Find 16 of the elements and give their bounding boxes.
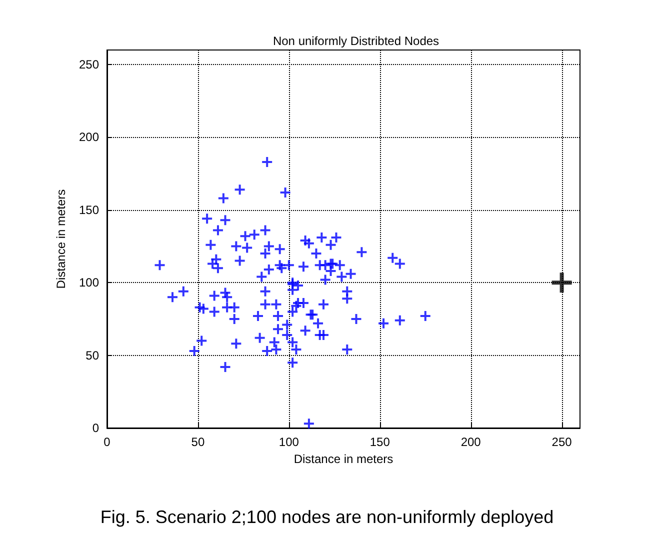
y-tick-label: 200	[78, 130, 100, 144]
y-tick-label: 50	[86, 348, 100, 362]
y-tick-label: 150	[78, 202, 100, 217]
y-tick-label: 250	[78, 58, 100, 72]
x-tick-label: 200	[460, 435, 482, 449]
x-tick-label: 150	[370, 435, 390, 449]
y-tick-label: 0	[92, 421, 100, 435]
x-tick-label: 250	[552, 435, 572, 449]
x-tick-label: 50	[191, 435, 205, 449]
y-axis-title: Distance in meters	[54, 189, 68, 289]
x-tick-label: 0	[104, 435, 111, 449]
caption: Fig. 5. Scenario 2;100 nodes are non-uniformly deployed	[100, 507, 554, 527]
x-tick-label: 100	[278, 435, 300, 449]
x-axis-title: Distance in meters	[294, 452, 394, 466]
chart-title: Non uniformly Distribted Nodes	[272, 34, 440, 48]
y-tick-label: 100	[78, 276, 100, 290]
